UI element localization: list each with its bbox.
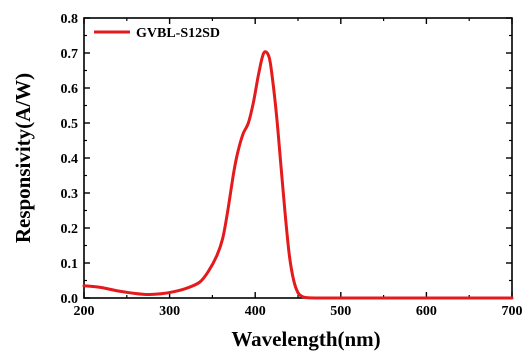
x-tick-label: 700: [502, 304, 523, 319]
plot-frame: [83, 17, 513, 299]
y-tick-label: 0.8: [61, 12, 79, 27]
plot-area: [83, 17, 513, 299]
y-tick-label: 0.3: [61, 187, 79, 202]
y-tick-label: 0.6: [61, 82, 79, 97]
y-tick-label: 0.1: [61, 257, 79, 272]
y-tick-label: 0.4: [61, 152, 79, 167]
series-line: [82, 50, 514, 300]
axis-ticks: [83, 17, 513, 299]
data-series: [82, 50, 514, 300]
legend: GVBL-S12SD: [94, 26, 220, 41]
x-tick-label: 300: [159, 304, 180, 319]
y-tick-label: 0.2: [61, 222, 79, 237]
y-tick-label: 0.7: [61, 47, 79, 62]
x-axis-title: Wavelength(nm): [231, 327, 380, 351]
x-tick-label: 200: [74, 304, 95, 319]
axis-tick-labels: 200 300 400 500 600 700 0.0 0.1 0.2 0.3 0.4 0.5 0.6 0…: [61, 12, 523, 319]
y-tick-label: 0.0: [61, 292, 79, 307]
legend-label: GVBL-S12SD: [136, 26, 220, 41]
x-tick-label: 500: [330, 304, 351, 319]
x-tick-label: 400: [245, 304, 266, 319]
x-tick-label: 600: [416, 304, 437, 319]
y-axis-title: Responsivity(A/W): [11, 73, 35, 243]
y-tick-label: 0.5: [61, 117, 79, 132]
